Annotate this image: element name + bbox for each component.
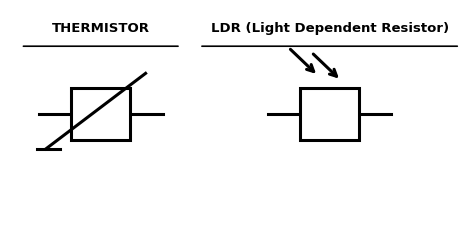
- Bar: [300, 88, 359, 140]
- Text: LDR (Light Dependent Resistor): LDR (Light Dependent Resistor): [210, 22, 449, 35]
- Text: THERMISTOR: THERMISTOR: [52, 22, 150, 35]
- Bar: [71, 88, 130, 140]
